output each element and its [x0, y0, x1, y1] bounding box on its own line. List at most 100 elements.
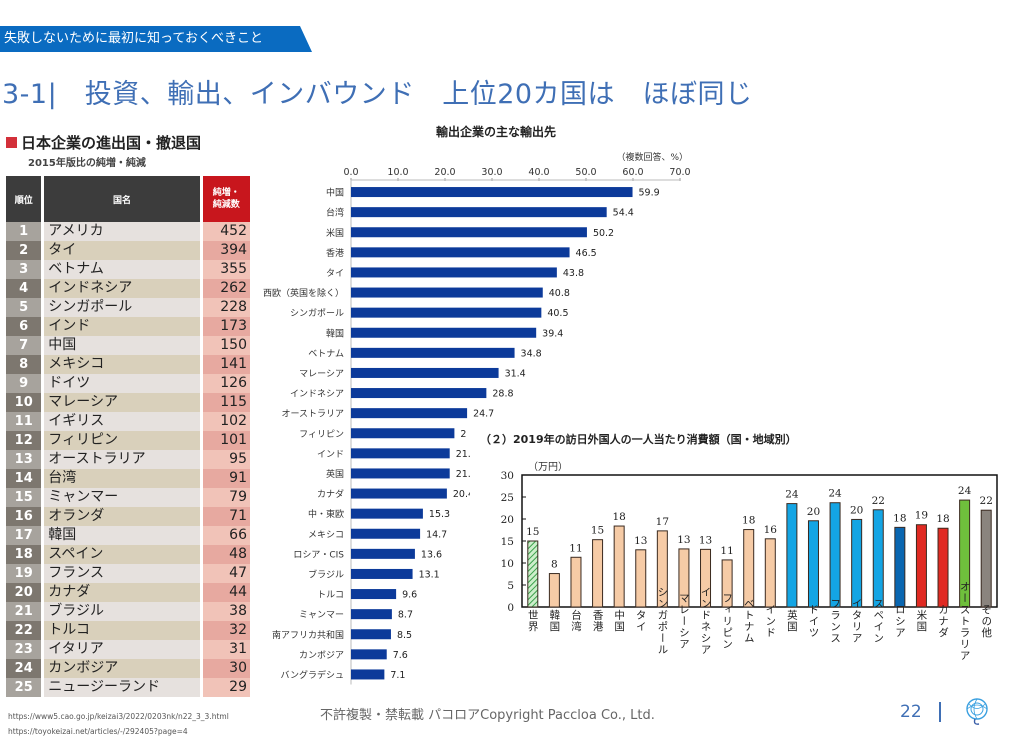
country-cell: カナダ [44, 583, 200, 602]
country-cell: ドイツ [44, 374, 200, 393]
x-tick-label: 20.0 [434, 167, 455, 178]
header-rank: 順位 [6, 176, 42, 222]
category-label: カンボジア [299, 650, 344, 661]
bar-value-label: 18 [893, 512, 906, 524]
category-label: シンガポール [656, 587, 668, 656]
value-cell: 141 [202, 355, 250, 374]
column-divider [199, 583, 203, 602]
ranking-row: 9 ドイツ 126 [6, 374, 250, 393]
bar [351, 629, 391, 640]
bar-value-label: 50.2 [593, 228, 614, 239]
ranking-row: 5 シンガポール 228 [6, 298, 250, 317]
y-tick-label: 15 [501, 536, 514, 548]
category-label: 英国 [326, 468, 344, 480]
column-divider [199, 431, 203, 450]
country-cell: オーストラリア [44, 450, 200, 469]
ranking-row: 25 ニュージーランド 29 [6, 678, 250, 697]
ranking-row: 14 台湾 91 [6, 469, 250, 488]
bar-value-label: 8.7 [398, 610, 413, 621]
column-divider [199, 298, 203, 317]
bar [351, 468, 450, 479]
source-link-2[interactable]: https://toyokeizai.net/articles/-/292405… [8, 727, 188, 736]
category-label: ロシア・CIS [293, 550, 344, 560]
value-cell: 44 [202, 583, 250, 602]
column-divider [199, 450, 203, 469]
column-divider [199, 279, 203, 298]
bar-value-label: 7.6 [393, 650, 408, 661]
bar-value-label: 19 [915, 510, 928, 522]
ranking-row: 18 スペイン 48 [6, 545, 250, 564]
bar-value-label: 39.4 [542, 328, 563, 339]
category-label: スペイン [872, 598, 884, 644]
ranking-row: 17 韓国 66 [6, 526, 250, 545]
source-link-1[interactable]: https://www5.cao.go.jp/keizai3/2022/0203… [8, 712, 229, 721]
bar [351, 287, 543, 298]
bar-value-label: 14.7 [426, 529, 447, 540]
bar [351, 609, 392, 620]
x-tick-label: 30.0 [481, 167, 502, 178]
bar-value-label: 13 [677, 534, 690, 546]
value-cell: 228 [202, 298, 250, 317]
rank-cell: 3 [6, 260, 42, 279]
category-label: カナダ [937, 604, 949, 639]
bar [937, 527, 949, 608]
column-divider [41, 488, 45, 507]
value-cell: 66 [202, 526, 250, 545]
ranking-row: 3 ベトナム 355 [6, 260, 250, 279]
column-divider [41, 222, 45, 241]
column-divider [199, 602, 203, 621]
ranking-row: 8 メキシコ 141 [6, 355, 250, 374]
category-label: タイ [635, 610, 647, 633]
value-cell: 95 [202, 450, 250, 469]
bar [656, 530, 668, 608]
page-number: 22 [900, 702, 922, 722]
bar [351, 207, 607, 218]
rank-cell: 25 [6, 678, 42, 697]
country-cell: 台湾 [44, 469, 200, 488]
bar-value-label: 21.: [456, 469, 474, 480]
bar-value-label: 46.5 [576, 248, 597, 259]
bar [570, 556, 582, 608]
rank-cell: 16 [6, 507, 42, 526]
bar [351, 327, 537, 338]
bar [613, 525, 625, 608]
bar-value-label: 24 [785, 489, 799, 501]
value-cell: 91 [202, 469, 250, 488]
bar [351, 247, 570, 258]
y-tick-label: 25 [501, 492, 514, 504]
country-cell: インド [44, 317, 200, 336]
bar-value-label: 11 [569, 542, 582, 554]
rank-cell: 2 [6, 241, 42, 260]
column-divider [41, 545, 45, 564]
ranking-table: 順位 国名 純増・ 純減数 1 アメリカ 452 2 タイ 394 3 ベトナム 355 4 インド… [6, 176, 250, 697]
bar-value-label: 17 [656, 516, 669, 528]
bar-value-label: 34.8 [521, 348, 542, 359]
category-label: 米国 [326, 227, 344, 239]
bar-value-label: 20 [807, 506, 820, 518]
value-cell: 262 [202, 279, 250, 298]
bar-value-label: 15.3 [429, 509, 450, 520]
bar-value-label: 21. [456, 449, 471, 460]
value-cell: 126 [202, 374, 250, 393]
rank-cell: 11 [6, 412, 42, 431]
ranking-row: 12 フィリピン 101 [6, 431, 250, 450]
bar-value-label: 11 [720, 545, 733, 557]
column-divider [199, 526, 203, 545]
category-label: フィリピン [299, 429, 344, 440]
header-value-line1: 純増・ [212, 188, 240, 198]
ranking-panel: 日本企業の進出国・撤退国 2015年版比の純増・純減 [6, 132, 250, 169]
country-cell: スペイン [44, 545, 200, 564]
category-label: 世界 [527, 610, 539, 633]
category-label: オーストラリア [281, 409, 344, 420]
ranking-row: 11 イギリス 102 [6, 412, 250, 431]
category-label: 中・東欧 [308, 508, 344, 520]
bar [351, 227, 587, 238]
category-label: マレーシア [299, 369, 344, 379]
chart-title: （２）2019年の訪日外国人の一人当たり消費額（国・地域別） [480, 432, 797, 446]
column-divider [199, 355, 203, 374]
column-divider [199, 507, 203, 526]
header-value-line2: 純減数 [212, 200, 240, 210]
column-divider [41, 336, 45, 355]
category-label: 台湾 [326, 207, 344, 219]
column-divider [199, 659, 203, 678]
